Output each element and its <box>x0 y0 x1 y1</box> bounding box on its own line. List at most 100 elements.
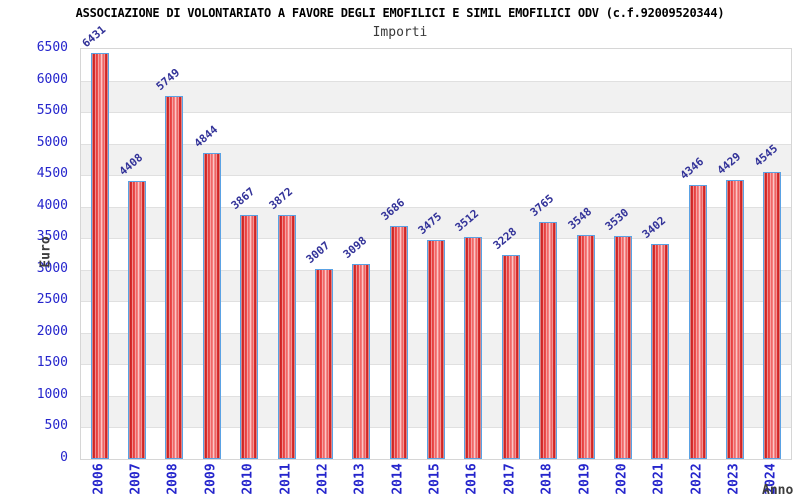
y-tick-label: 1500 <box>36 355 68 371</box>
x-tick-slot: 2018 <box>529 462 566 498</box>
plot-band <box>81 143 791 176</box>
bar-slot: 3402 <box>639 49 679 459</box>
bar-slot: 3475 <box>415 49 454 459</box>
x-tick-label: 2013 <box>352 463 368 495</box>
x-tick-slot: 2015 <box>416 462 453 498</box>
x-tick-slot: 2012 <box>304 462 341 498</box>
y-tick-label: 2500 <box>36 292 68 308</box>
x-tick-label: 2016 <box>464 463 480 495</box>
x-tick-label: 2008 <box>165 463 181 495</box>
x-axis-ticks: 2006 2007 2008 2009 2010 2011 2012 2013 2014 2015… <box>80 462 790 498</box>
x-tick-slot: 2011 <box>267 462 304 498</box>
bar-value-label: 3512 <box>453 207 482 234</box>
x-tick-label: 2018 <box>539 463 555 495</box>
x-tick-slot: 2008 <box>155 462 192 498</box>
bar-value-label: 3686 <box>378 196 407 223</box>
bar-value-label: 4346 <box>677 155 706 182</box>
x-tick-slot: 2010 <box>230 462 267 498</box>
x-tick-label: 2015 <box>427 463 443 495</box>
bar <box>427 240 446 459</box>
bar-slot: 3548 <box>565 49 604 459</box>
x-tick-slot: 2016 <box>454 462 491 498</box>
x-tick-label: 2020 <box>614 463 630 495</box>
bar <box>688 185 707 459</box>
bar-slot: 4408 <box>116 49 155 459</box>
bar-slot: 3228 <box>490 49 529 459</box>
x-tick-label: 2019 <box>577 463 593 495</box>
bar <box>726 180 745 459</box>
bar <box>277 215 296 459</box>
x-tick-slot: 2009 <box>192 462 229 498</box>
bar-value-label: 4429 <box>714 150 744 177</box>
plot-band <box>81 80 791 113</box>
x-tick-label: 2022 <box>689 463 705 495</box>
x-axis-title: Anno <box>762 483 794 498</box>
x-tick-label: 2007 <box>128 463 144 495</box>
bar <box>613 236 632 459</box>
x-tick-slot: 2021 <box>641 462 678 498</box>
grid-line <box>81 143 791 145</box>
y-tick-label: 2000 <box>36 323 68 339</box>
chart-subtitle: Importi <box>372 25 428 40</box>
bar <box>539 222 558 459</box>
y-tick-label: 4000 <box>36 197 68 213</box>
chart-title: ASSOCIAZIONE DI VOLONTARIATO A FAVORE DE… <box>75 6 725 20</box>
y-tick-label: 1000 <box>36 386 68 402</box>
bar-slot: 3867 <box>228 49 268 459</box>
x-tick-label: 2009 <box>203 463 219 495</box>
y-tick-label: 6000 <box>36 71 68 87</box>
x-tick-slot: 2006 <box>80 462 117 498</box>
bar-value-label: 3872 <box>266 185 295 212</box>
bar-slot: 3512 <box>453 49 492 459</box>
y-tick-label: 3500 <box>36 229 68 245</box>
x-tick-slot: 2020 <box>603 462 640 498</box>
bar-value-label: 3402 <box>639 214 669 241</box>
bar-value-label: 3475 <box>415 210 445 237</box>
bar <box>464 237 483 459</box>
bar-series: 6431 4408 5749 4844 3867 3872 3007 3098 3686 3475… <box>79 23 791 459</box>
x-tick-label: 2014 <box>390 463 406 495</box>
bar-slot: 3686 <box>378 49 417 459</box>
plot-area: 6431 4408 5749 4844 3867 3872 3007 3098 3686 3475… <box>79 23 792 460</box>
x-tick-label: 2010 <box>240 463 256 495</box>
bar-value-label: 5749 <box>154 66 183 93</box>
bar-slot: 3098 <box>340 49 380 459</box>
grid-line <box>81 206 791 208</box>
bar-value-label: 4844 <box>191 123 221 150</box>
bar-value-label: 3867 <box>228 185 258 212</box>
x-tick-slot: 2013 <box>342 462 379 498</box>
bar-slot: 4346 <box>677 49 716 459</box>
x-tick-label: 2017 <box>502 463 518 495</box>
y-tick-label: 5000 <box>36 134 68 150</box>
y-tick-label: 500 <box>44 418 68 434</box>
bar <box>576 235 595 459</box>
grid-line <box>81 80 791 82</box>
x-tick-slot: 2014 <box>379 462 416 498</box>
y-axis-ticks: 6500 6000 5500 5000 4500 4000 3500 3000 2500 2000… <box>0 40 68 465</box>
bar <box>651 244 670 459</box>
x-tick-label: 2012 <box>315 463 331 495</box>
bar-value-label: 3765 <box>527 192 557 219</box>
bar <box>763 172 782 459</box>
y-tick-label: 4500 <box>36 166 68 182</box>
bar-slot: 4429 <box>714 49 753 459</box>
y-tick-label: 6500 <box>36 40 68 55</box>
bar-slot: 5749 <box>154 49 193 459</box>
y-tick-label: 5500 <box>36 103 68 119</box>
bar <box>240 215 259 459</box>
y-axis-title: Euro <box>38 236 54 268</box>
grid-line <box>81 175 791 177</box>
bar <box>165 96 184 459</box>
y-tick-label: 0 <box>60 450 68 465</box>
bar <box>352 264 371 459</box>
bar <box>501 255 520 459</box>
x-tick-slot: 2017 <box>491 462 528 498</box>
bar-value-label: 3530 <box>602 206 632 233</box>
x-tick-slot: 2007 <box>117 462 154 498</box>
bar-slot: 3530 <box>602 49 641 459</box>
bar-value-label: 3098 <box>340 234 370 261</box>
bar <box>90 53 109 459</box>
x-tick-slot: 2019 <box>566 462 603 498</box>
bar-value-label: 4408 <box>116 151 146 178</box>
